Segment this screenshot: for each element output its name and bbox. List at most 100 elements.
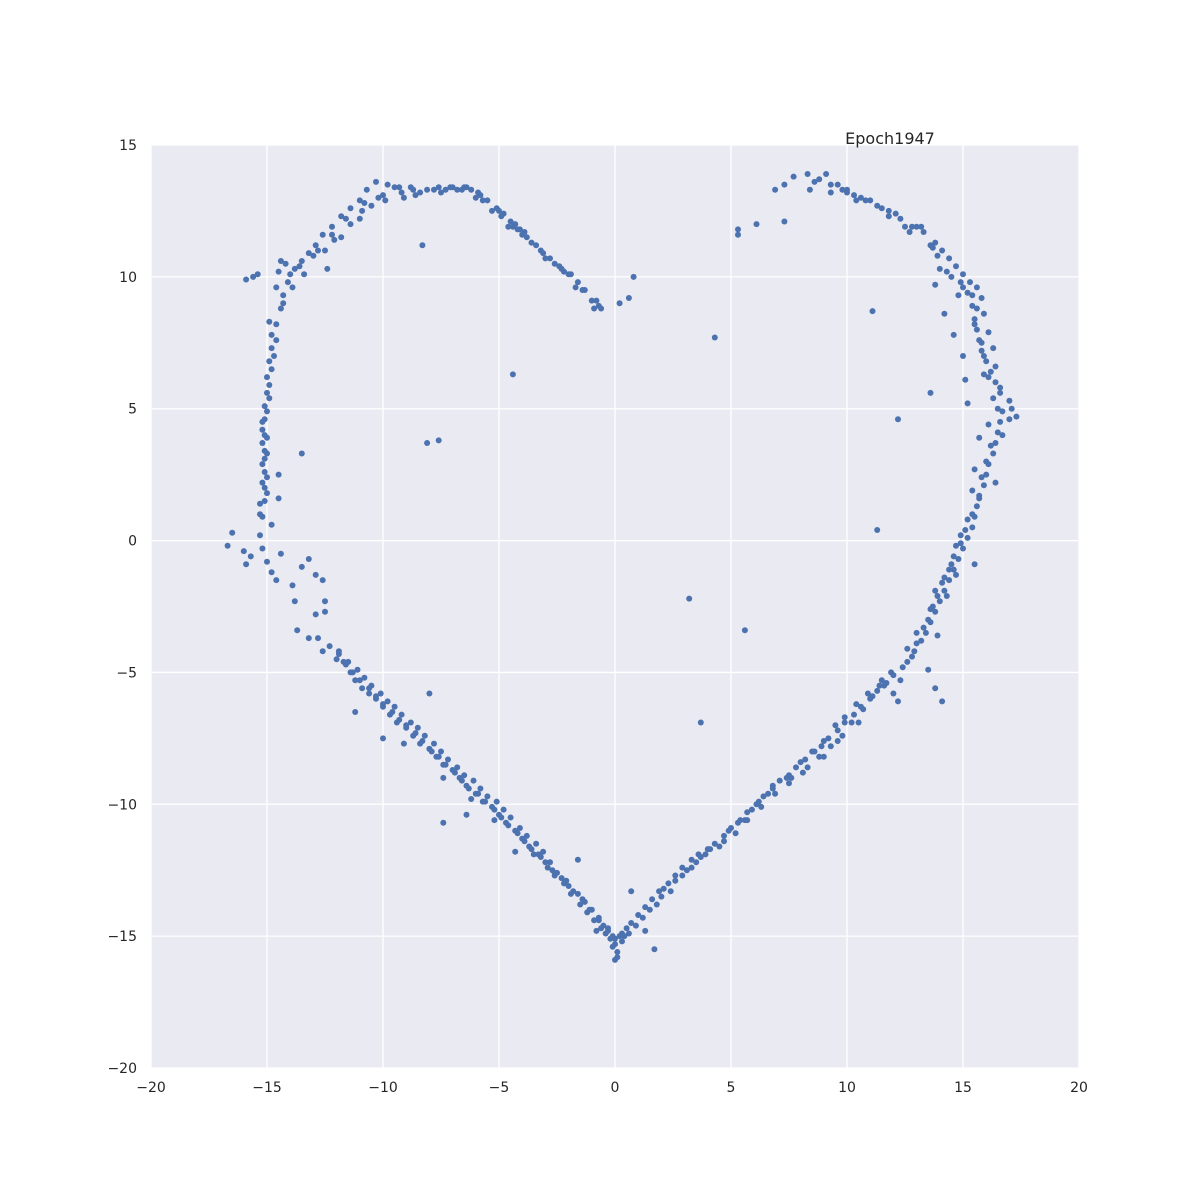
y-tick-label: 10 [119,270,137,286]
data-point [567,271,574,278]
data-point [878,677,885,684]
data-point [407,719,414,726]
data-point [811,178,818,185]
data-point [899,664,906,671]
data-point [359,685,366,692]
data-point [377,690,384,697]
x-tick-label: 5 [727,1080,736,1096]
data-point [284,279,291,286]
data-point [625,295,632,301]
data-point [338,234,345,241]
data-point [834,738,841,744]
data-point [973,305,980,312]
data-point [398,711,405,718]
data-point [565,883,572,889]
x-tick-label: −15 [252,1080,282,1096]
data-point [287,271,294,278]
data-point [994,429,1001,436]
data-point [827,189,834,196]
data-point [280,300,287,307]
data-point [688,856,695,863]
data-point [373,178,379,185]
data-point [507,218,514,225]
data-point [980,353,987,359]
data-point [322,247,328,254]
data-point [319,648,326,655]
data-point [319,231,326,238]
data-point [403,722,410,729]
data-point [264,474,270,481]
data-point [294,627,301,634]
data-point [960,545,966,552]
y-tick-label: −20 [107,1061,137,1077]
data-point [551,260,558,267]
data-point [298,450,305,457]
data-point [656,888,663,895]
data-point [960,284,966,291]
data-point [352,709,359,715]
x-axis-ticks: −20 −15 −10 −5 0 5 10 15 20 [136,1080,1088,1096]
data-point [971,561,978,568]
data-point [275,471,282,478]
data-point [990,395,997,402]
data-point [932,239,939,246]
data-point [934,252,941,259]
data-point [790,173,797,180]
data-point [904,645,911,652]
data-point [261,455,268,462]
data-point [804,171,811,177]
data-point [744,809,751,816]
data-point [769,782,776,789]
data-point [412,730,419,737]
x-tick-label: 0 [611,1080,620,1096]
data-point [424,440,431,446]
x-tick-label: 15 [954,1080,972,1096]
data-point [484,793,491,800]
data-point [475,790,482,797]
x-tick-label: −5 [489,1080,510,1096]
data-point [929,244,936,251]
data-point [356,215,363,222]
data-point [591,305,598,312]
data-point [533,840,540,847]
data-point [412,192,419,199]
data-point [468,796,475,802]
x-tick-label: 20 [1070,1080,1088,1096]
data-point [275,268,282,275]
data-point [382,197,389,204]
data-point [277,305,284,312]
data-point [851,192,857,199]
data-point [282,260,289,267]
data-point [461,772,468,779]
y-tick-label: 5 [128,402,137,418]
data-point [679,864,686,871]
data-point [264,408,270,415]
data-point [860,706,867,713]
data-point [1008,405,1015,412]
data-point [973,503,980,510]
data-point [920,229,927,235]
data-point [470,777,477,784]
data-point [980,371,987,378]
data-point [992,479,999,486]
data-point [936,265,943,272]
data-point [827,181,834,188]
data-point [305,635,312,642]
data-point [990,450,997,457]
data-point [391,703,398,710]
data-point [913,629,920,636]
data-point [772,790,779,797]
data-point [864,690,871,697]
data-point [537,854,544,860]
data-point [277,258,284,264]
x-tick-label: −20 [136,1080,166,1096]
data-point [869,693,876,700]
data-point [660,885,667,892]
data-point [667,888,674,895]
data-point [969,511,976,518]
data-point [834,727,841,734]
data-point [885,207,892,214]
data-point [665,880,672,887]
data-point [635,912,642,918]
data-point [971,466,978,473]
